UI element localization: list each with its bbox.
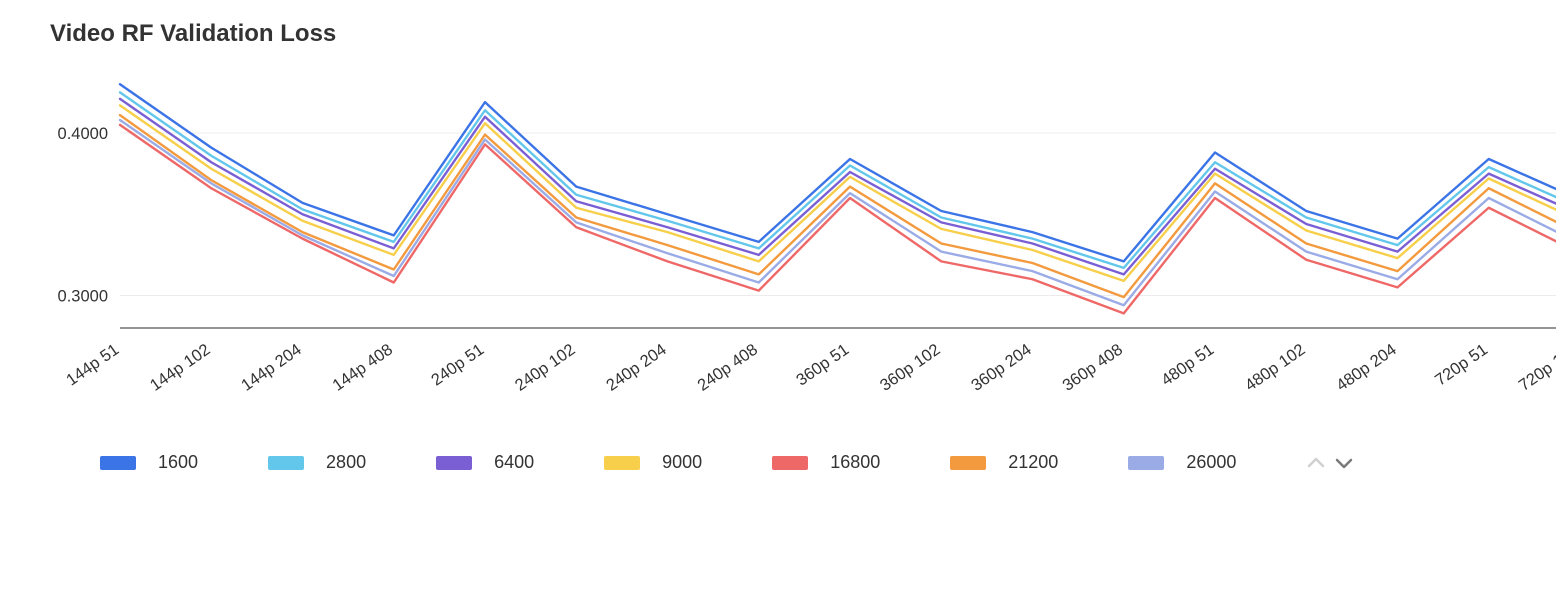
x-tick-label: 480p 51 — [1158, 341, 1217, 390]
x-tick-label: 480p 204 — [1333, 341, 1400, 395]
legend-swatch — [100, 456, 136, 470]
legend-swatch — [772, 456, 808, 470]
legend-item[interactable]: 9000 — [604, 452, 702, 473]
legend-label: 16800 — [830, 452, 880, 473]
series-line — [120, 120, 1556, 305]
x-tick-label: 240p 51 — [428, 341, 487, 390]
x-tick-label: 240p 204 — [603, 341, 670, 395]
legend-item[interactable]: 2800 — [268, 452, 366, 473]
legend-item[interactable]: 6400 — [436, 452, 534, 473]
legend-label: 1600 — [158, 452, 198, 473]
x-tick-label: 360p 204 — [968, 341, 1035, 395]
legend-label: 26000 — [1186, 452, 1236, 473]
legend-swatch — [604, 456, 640, 470]
x-tick-label: 240p 102 — [512, 341, 579, 395]
legend-swatch — [268, 456, 304, 470]
x-tick-label: 144p 102 — [147, 341, 214, 395]
x-tick-label: 360p 408 — [1059, 341, 1126, 395]
legend-label: 6400 — [494, 452, 534, 473]
legend-label: 21200 — [1008, 452, 1058, 473]
legend-scroll — [1306, 455, 1354, 471]
x-tick-label: 144p 204 — [238, 341, 305, 395]
y-tick-label: 0.4000 — [58, 125, 108, 143]
legend: 1600 2800 6400 9000 16800 21200 26000 — [50, 438, 1516, 477]
y-tick-label: 0.3000 — [58, 288, 108, 306]
chart-plot: 0.3000 0.4000 144p 51 144p 102 144p 204 144p … — [50, 58, 1516, 438]
series-line — [120, 125, 1556, 314]
legend-swatch — [950, 456, 986, 470]
x-tick-label: 720p 51 — [1432, 341, 1491, 390]
legend-item[interactable]: 26000 — [1128, 452, 1236, 473]
x-tick-label: 144p 408 — [329, 341, 396, 395]
chevron-down-icon[interactable] — [1334, 455, 1354, 471]
legend-label: 9000 — [662, 452, 702, 473]
x-tick-label: 720p 102 — [1516, 341, 1556, 395]
legend-swatch — [436, 456, 472, 470]
legend-swatch — [1128, 456, 1164, 470]
x-tick-label: 360p 102 — [877, 341, 944, 395]
chart-title: Video RF Validation Loss — [50, 20, 1516, 48]
legend-item[interactable]: 16800 — [772, 452, 880, 473]
x-tick-label: 360p 51 — [793, 341, 852, 390]
legend-item[interactable]: 21200 — [950, 452, 1058, 473]
chevron-up-icon — [1306, 455, 1326, 471]
x-tick-label: 480p 102 — [1242, 341, 1309, 395]
chart-container: Video RF Validation Loss 0.3000 0.4000 144… — [0, 0, 1556, 497]
legend-label: 2800 — [326, 452, 366, 473]
x-tick-label: 240p 408 — [694, 341, 761, 395]
legend-item[interactable]: 1600 — [100, 452, 198, 473]
x-tick-label: 144p 51 — [63, 341, 122, 390]
